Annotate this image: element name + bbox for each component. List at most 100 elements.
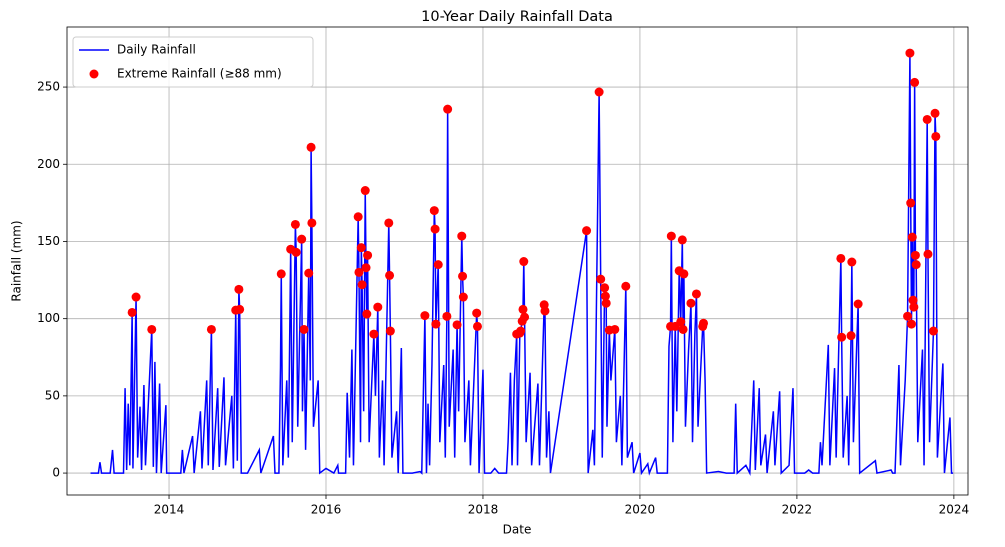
extreme-point xyxy=(291,247,301,257)
extreme-point xyxy=(384,218,394,228)
extreme-point xyxy=(677,235,687,245)
extreme-point xyxy=(430,224,440,234)
extreme-point xyxy=(353,212,363,222)
extreme-point xyxy=(931,131,941,141)
extreme-point xyxy=(457,231,467,241)
extreme-point xyxy=(594,87,604,97)
plot-frame xyxy=(66,26,969,496)
extreme-point xyxy=(906,198,916,208)
extreme-point xyxy=(304,268,314,278)
extreme-point xyxy=(472,321,482,331)
extreme-point xyxy=(600,283,610,293)
extreme-point xyxy=(235,304,245,314)
extreme-point xyxy=(420,311,430,321)
x-tick-label: 2024 xyxy=(939,503,970,517)
extreme-point xyxy=(354,267,364,277)
extreme-point xyxy=(443,104,453,114)
extreme-point xyxy=(923,249,933,259)
extreme-point xyxy=(234,284,244,294)
x-tick-label: 2020 xyxy=(625,503,656,517)
extreme-point xyxy=(699,318,709,328)
extreme-point xyxy=(691,289,701,299)
rainfall-line xyxy=(90,53,954,476)
extreme-point xyxy=(610,324,620,334)
extreme-point xyxy=(147,324,157,334)
extreme-point xyxy=(600,291,610,301)
extreme-point xyxy=(472,308,482,318)
extreme-point xyxy=(686,298,696,308)
extreme-point xyxy=(276,269,286,279)
extreme-point xyxy=(909,302,919,312)
extreme-point xyxy=(853,299,863,309)
extreme-point xyxy=(431,319,441,329)
extreme-point xyxy=(299,324,309,334)
extreme-point xyxy=(621,281,631,291)
extreme-point xyxy=(666,231,676,241)
extreme-point xyxy=(433,260,443,270)
extreme-point xyxy=(596,274,606,284)
extreme-point xyxy=(911,260,921,270)
y-tick-label: 50 xyxy=(45,388,60,402)
chart-title: 10-Year Daily Rainfall Data xyxy=(421,9,613,25)
extreme-point xyxy=(127,307,137,317)
y-tick-label: 0 xyxy=(52,466,60,480)
extreme-point xyxy=(837,332,847,342)
extreme-point xyxy=(357,280,367,290)
extreme-point xyxy=(907,232,917,242)
x-tick-label: 2016 xyxy=(311,503,342,517)
legend-swatch xyxy=(89,69,99,79)
extreme-point xyxy=(385,270,395,280)
extreme-point xyxy=(356,243,366,253)
extreme-point xyxy=(676,317,686,327)
extreme-point xyxy=(847,257,857,267)
x-axis-label: Date xyxy=(503,523,532,537)
extreme-point xyxy=(910,77,920,87)
extreme-point xyxy=(846,331,856,341)
extreme-point xyxy=(519,257,529,267)
extreme-point xyxy=(458,292,468,302)
extreme-point xyxy=(520,312,530,322)
y-tick-label: 250 xyxy=(37,80,60,94)
extreme-point xyxy=(361,263,371,273)
extreme-point xyxy=(452,320,462,330)
x-tick-label: 2014 xyxy=(154,503,185,517)
extreme-point xyxy=(362,309,372,319)
y-axis-label: Rainfall (mm) xyxy=(10,220,24,301)
extreme-point xyxy=(679,269,689,279)
extreme-point xyxy=(429,206,439,216)
extreme-point xyxy=(908,295,918,305)
extreme-point xyxy=(369,329,379,339)
extreme-point xyxy=(928,326,938,336)
extreme-point xyxy=(903,311,913,321)
legend-label: Daily Rainfall xyxy=(117,43,196,57)
extreme-point xyxy=(601,298,611,308)
extreme-point xyxy=(540,306,550,316)
extreme-point xyxy=(458,271,468,281)
extreme-point xyxy=(442,311,452,321)
extreme-point xyxy=(906,319,916,329)
extreme-point xyxy=(582,226,592,236)
extreme-point xyxy=(836,253,846,263)
x-tick-label: 2018 xyxy=(468,503,499,517)
x-tick-label: 2022 xyxy=(782,503,813,517)
extreme-point xyxy=(363,250,373,260)
extreme-point xyxy=(297,234,307,244)
extreme-point xyxy=(373,302,383,312)
extreme-point xyxy=(922,114,932,124)
extreme-point xyxy=(307,218,317,228)
legend-label: Extreme Rainfall (≥88 mm) xyxy=(117,67,282,81)
extreme-point xyxy=(131,292,141,302)
legend xyxy=(72,36,314,88)
extreme-point xyxy=(385,326,395,336)
extreme-point xyxy=(518,304,528,314)
extreme-point xyxy=(905,48,915,58)
extreme-point xyxy=(930,108,940,118)
extreme-point xyxy=(516,326,526,336)
extreme-point xyxy=(360,186,370,196)
extreme-point xyxy=(306,142,316,152)
extreme-point xyxy=(910,250,920,260)
y-tick-label: 150 xyxy=(37,234,60,248)
extreme-point xyxy=(290,219,300,229)
extreme-point xyxy=(678,324,688,334)
